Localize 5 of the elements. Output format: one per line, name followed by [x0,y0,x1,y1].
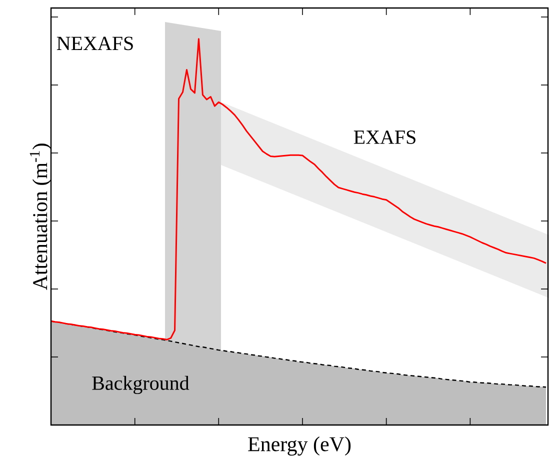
y-axis-title: Attenuation (m$^{-1}$) [30,144,52,290]
annotation: EXAFS [354,130,416,144]
x-axis-title: Energy (eV) [248,436,351,456]
series-label: Background [92,376,190,394]
annotation: NEXAFS [56,36,133,50]
